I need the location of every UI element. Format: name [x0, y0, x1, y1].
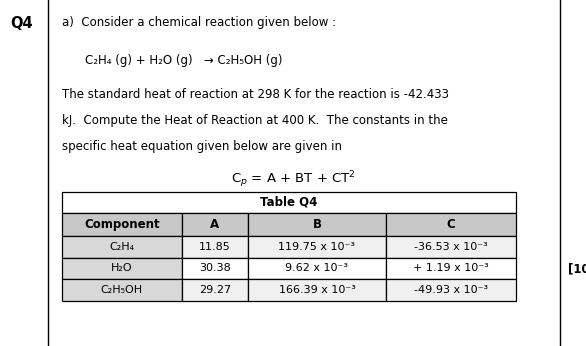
Bar — [248, 213, 386, 236]
Bar — [248, 236, 386, 258]
Text: 166.39 x 10⁻³: 166.39 x 10⁻³ — [278, 285, 356, 295]
Bar — [182, 213, 248, 236]
Text: C$_p$ = A + BT + CT$^2$: C$_p$ = A + BT + CT$^2$ — [231, 170, 355, 190]
Text: -36.53 x 10⁻³: -36.53 x 10⁻³ — [414, 242, 488, 252]
Text: H₂O: H₂O — [111, 264, 132, 273]
Bar — [182, 236, 248, 258]
Bar — [62, 192, 516, 213]
Bar — [62, 279, 182, 301]
Bar — [386, 236, 516, 258]
Text: Table Q4: Table Q4 — [260, 196, 317, 209]
Text: -49.93 x 10⁻³: -49.93 x 10⁻³ — [414, 285, 488, 295]
Text: 11.85: 11.85 — [199, 242, 231, 252]
Bar — [386, 258, 516, 279]
Text: C₂H₄: C₂H₄ — [109, 242, 134, 252]
Text: Component: Component — [84, 218, 159, 231]
Text: 30.38: 30.38 — [199, 264, 231, 273]
Bar — [62, 236, 182, 258]
Text: a)  Consider a chemical reaction given below :: a) Consider a chemical reaction given be… — [62, 16, 336, 29]
Text: A: A — [210, 218, 219, 231]
Text: C₂H₅OH: C₂H₅OH — [101, 285, 143, 295]
Text: 29.27: 29.27 — [199, 285, 231, 295]
Text: 9.62 x 10⁻³: 9.62 x 10⁻³ — [285, 264, 349, 273]
Bar — [386, 279, 516, 301]
Text: [10]: [10] — [568, 262, 586, 275]
Bar — [386, 213, 516, 236]
Text: C₂H₄ (g) + H₂O (g)   → C₂H₅OH (g): C₂H₄ (g) + H₂O (g) → C₂H₅OH (g) — [85, 54, 282, 67]
Text: C: C — [447, 218, 455, 231]
Text: The standard heat of reaction at 298 K for the reaction is -42.433: The standard heat of reaction at 298 K f… — [62, 88, 448, 101]
Text: specific heat equation given below are given in: specific heat equation given below are g… — [62, 140, 345, 153]
Bar — [62, 258, 182, 279]
Text: + 1.19 x 10⁻³: + 1.19 x 10⁻³ — [413, 264, 489, 273]
Text: Q4: Q4 — [11, 16, 33, 30]
Text: B: B — [312, 218, 322, 231]
Bar — [248, 258, 386, 279]
Bar — [182, 258, 248, 279]
Bar — [248, 279, 386, 301]
Text: kJ.  Compute the Heat of Reaction at 400 K.  The constants in the: kJ. Compute the Heat of Reaction at 400 … — [62, 114, 447, 127]
Text: 119.75 x 10⁻³: 119.75 x 10⁻³ — [278, 242, 356, 252]
Bar — [182, 279, 248, 301]
Bar — [62, 213, 182, 236]
